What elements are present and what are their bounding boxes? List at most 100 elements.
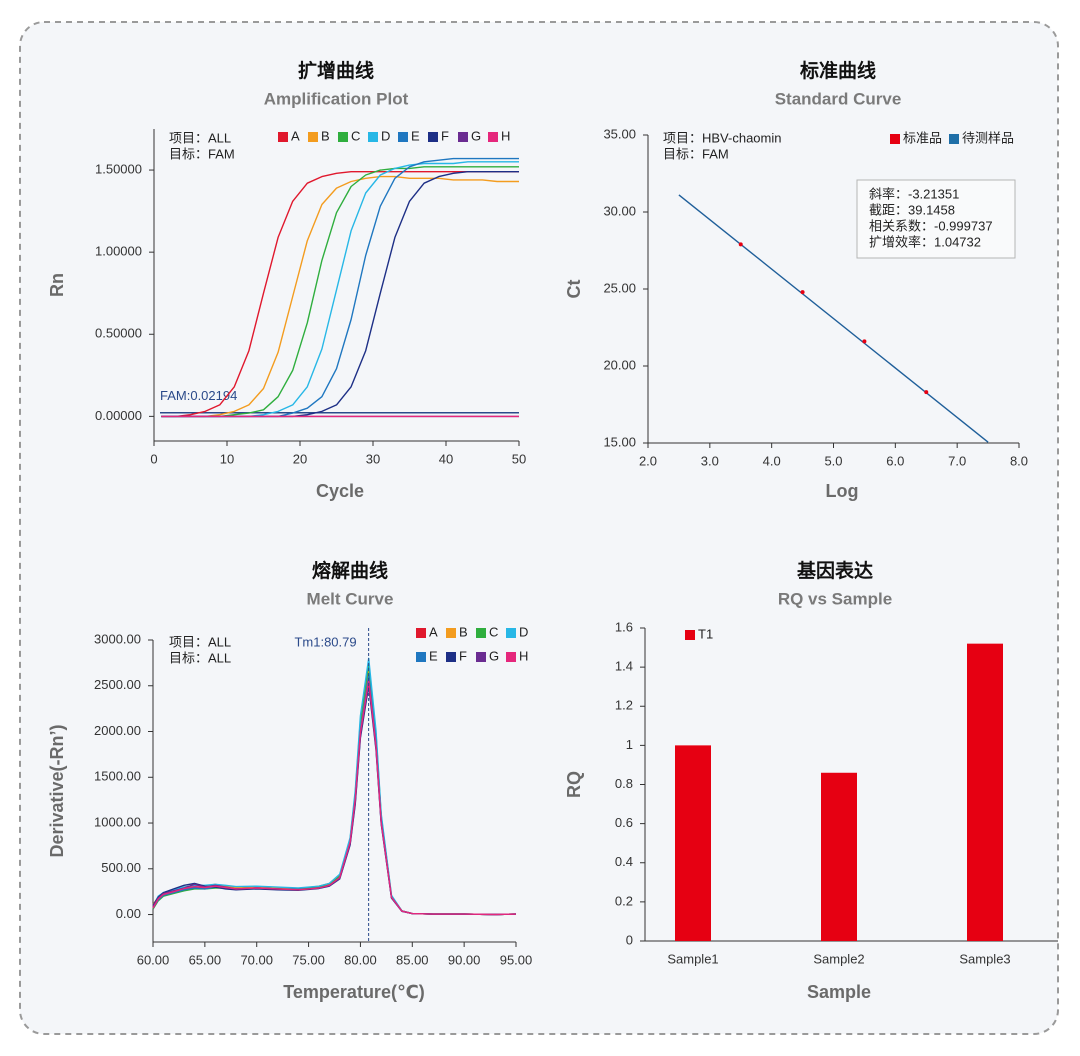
bar [675,745,711,941]
legend-swatch [685,630,695,640]
x-axis-label: Temperature(℃) [283,982,425,1002]
stats-line: 斜率：-3.21351 [869,186,959,201]
stats-line: 截距：39.1458 [869,202,955,217]
legend-swatch [446,628,456,638]
y-tick-label: 2000.00 [94,723,141,738]
y-tick-label: 0 [626,932,633,947]
data-point [862,339,867,344]
legend-label: F [441,128,449,143]
legend-swatch [416,628,426,638]
panel-frame [19,21,1059,1035]
x-tick-label: 3.0 [701,453,719,468]
legend-label: H [501,128,510,143]
legend-swatch [368,132,378,142]
legend-swatch [398,132,408,142]
x-tick-label: Sample2 [813,951,864,966]
legend-label: A [429,624,438,639]
y-tick-label: 500.00 [101,860,141,875]
x-tick-label: Sample1 [667,951,718,966]
x-tick-label: 20 [293,451,307,466]
legend-label: G [471,128,481,143]
legend-label: 待测样品 [962,130,1014,145]
y-tick-label: 35.00 [603,126,636,141]
chart-subtitle: Melt Curve [307,589,394,608]
x-tick-label: 0 [150,451,157,466]
y-tick-label: 0.50000 [95,326,142,341]
legend-swatch [488,132,498,142]
y-tick-label: 20.00 [603,357,636,372]
annotation: 目标：ALL [169,650,231,665]
chart-title: 熔解曲线 [312,559,388,582]
legend-label: A [291,128,300,143]
series-line [152,679,517,916]
y-tick-label: 25.00 [603,280,636,295]
fit-line [678,194,989,443]
legend-swatch [446,652,456,662]
annotation: 目标：FAM [663,146,729,161]
y-tick-label: 1 [626,737,633,752]
y-tick-label: 1.00000 [95,244,142,259]
threshold-label: FAM:0.02194 [160,388,237,403]
chart-subtitle: RQ vs Sample [778,589,892,608]
legend-swatch [428,132,438,142]
legend-label: C [351,128,360,143]
y-tick-label: 1.2 [615,698,633,713]
x-tick-label: 65.00 [189,952,222,967]
x-tick-label: 95.00 [500,952,533,967]
legend-label: 标准品 [903,130,942,145]
legend-label: B [321,128,330,143]
stats-line: 扩增效率：1.04732 [869,234,981,249]
legend-swatch [506,628,516,638]
legend-swatch [476,652,486,662]
legend-swatch [890,134,900,144]
legend-swatch [476,628,486,638]
y-tick-label: 0.8 [615,776,633,791]
x-tick-label: 4.0 [763,453,781,468]
chart-subtitle: Standard Curve [775,89,902,108]
x-axis-label: Log [826,481,859,501]
x-tick-label: 60.00 [137,952,170,967]
y-tick-label: 0.00 [116,906,141,921]
legend-swatch [949,134,959,144]
legend-swatch [338,132,348,142]
y-tick-label: 1000.00 [94,814,141,829]
x-tick-label: Sample3 [959,951,1010,966]
y-tick-label: 1500.00 [94,769,141,784]
legend-label: B [459,624,468,639]
y-tick-label: 30.00 [603,203,636,218]
legend-label: D [381,128,390,143]
chart-title: 标准曲线 [800,59,876,82]
data-point [924,390,929,395]
y-tick-label: 0.6 [615,815,633,830]
y-tick-label: 0.4 [615,854,633,869]
legend-label: E [429,648,438,663]
series-line [161,175,519,418]
legend-swatch [416,652,426,662]
bar [967,643,1003,941]
data-point [800,290,805,295]
y-tick-label: 1.6 [615,619,633,634]
x-axis-label: Sample [807,982,871,1002]
x-tick-label: 40 [439,451,453,466]
y-tick-label: 0.00000 [95,408,142,423]
x-tick-label: 8.0 [1010,453,1028,468]
y-tick-label: 1.50000 [95,161,142,176]
chart-subtitle: Amplification Plot [264,89,409,108]
x-tick-label: 90.00 [448,952,481,967]
tm-label: Tm1:80.79 [294,634,356,649]
bar [821,772,857,941]
x-tick-label: 5.0 [824,453,842,468]
x-tick-label: 75.00 [292,952,325,967]
chart-title: 扩增曲线 [298,59,374,82]
x-tick-label: 70.00 [240,952,273,967]
x-tick-label: 10 [220,451,234,466]
y-axis-label: Ct [564,280,584,299]
x-tick-label: 50 [512,451,526,466]
legend-swatch [278,132,288,142]
annotation: 项目：ALL [169,130,231,145]
annotation: 项目：ALL [169,634,231,649]
y-tick-label: 15.00 [603,434,636,449]
y-tick-label: 2500.00 [94,677,141,692]
x-tick-label: 30 [366,451,380,466]
stats-box [856,179,1016,259]
